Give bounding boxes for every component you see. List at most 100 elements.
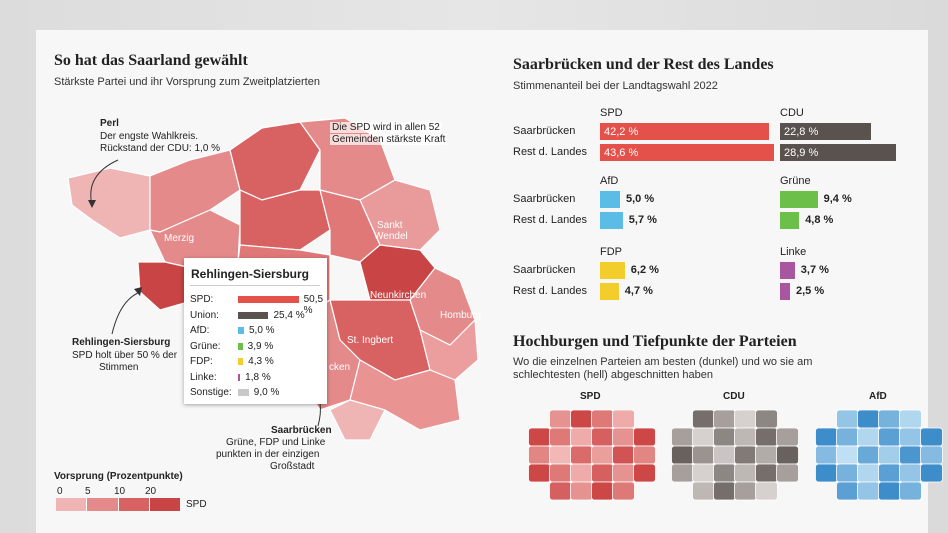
tooltip-row-value: 9,0 %: [253, 387, 280, 398]
mini-map-region: [899, 427, 922, 447]
mini-map-region: [755, 445, 778, 465]
category-label: Saarbrücken: [513, 264, 576, 276]
mini-map-region: [633, 445, 656, 465]
tooltip-row-label: Linke:: [190, 371, 217, 383]
mini-map-region: [570, 409, 593, 429]
mini-map-region: [920, 445, 943, 465]
tooltip-row-label: Sonstige:: [190, 387, 232, 398]
tooltip-row-value: 50,5 %: [303, 294, 324, 316]
perl-arrowhead: [88, 200, 96, 208]
left-subtitle: Stärkste Partei und ihr Vorsprung zum Zw…: [54, 76, 320, 88]
tooltip-bar: [238, 342, 243, 350]
category-label: Rest d. Landes: [513, 146, 587, 158]
legend-title: Vorsprung (Prozentpunkte): [54, 471, 183, 482]
mini-map-region: [671, 427, 694, 447]
mini-map-region: [734, 409, 757, 429]
mini-map-region: [734, 481, 757, 501]
bar-value-label: 2,5 %: [796, 285, 825, 297]
tooltip-row-label: FDP:: [190, 356, 213, 367]
bar-value-label: 6,2 %: [630, 264, 659, 276]
category-label: Saarbrücken: [513, 193, 576, 205]
mini-map-region: [612, 445, 635, 465]
mini-map-region: [692, 445, 715, 465]
legend-scale: [56, 498, 180, 511]
mini-map-region: [549, 427, 572, 447]
bar: [600, 123, 769, 140]
mini-map-region: [591, 481, 614, 501]
legend-party: SPD: [186, 499, 207, 510]
tooltip-bar: [238, 373, 241, 381]
bar-value-label: 4,7 %: [624, 285, 653, 297]
mini-map-region: [528, 463, 551, 483]
bar: [780, 283, 790, 300]
mini-map-region: [692, 427, 715, 447]
tooltip-bar: [238, 358, 244, 365]
mini-map-region: [815, 463, 838, 483]
mini-map-region: [734, 427, 757, 447]
mini-map-region: [713, 463, 736, 483]
tooltip-row-label: AfD:: [190, 325, 210, 336]
mini-map-region: [570, 481, 593, 501]
mini-map-spd: [528, 409, 656, 501]
mini-map-afd: [815, 409, 943, 501]
mini-map-region: [713, 481, 736, 501]
category-label: Saarbrücken: [513, 125, 576, 137]
mini-map-region: [776, 427, 799, 447]
mini-map-spd-title: SPD: [580, 391, 601, 402]
label-neunkirchen: Neunkirchen: [370, 290, 427, 301]
bar-value-label: 3,7 %: [800, 264, 829, 276]
tooltip-bar: [238, 389, 249, 396]
tooltip-bar: [238, 311, 269, 319]
bar-value-label: 22,8 %: [784, 126, 819, 138]
callout-spd-line2: Gemeinden stärkste Kraft: [330, 134, 448, 145]
callout-rehlingen-title: Rehlingen-Siersburg: [72, 337, 171, 348]
tooltip-row-label: SPD:: [190, 294, 214, 305]
tooltip-row-label: Grüne:: [190, 340, 221, 352]
bar-value-label: 28,9 %: [784, 147, 819, 159]
rehlingen-arrow: [111, 291, 141, 335]
mini-map-region: [528, 427, 551, 447]
mini-map-region: [878, 481, 901, 501]
callout-rehlingen-line1: SPD holt über 50 % der: [72, 350, 178, 361]
right-subtitle: Stimmenanteil bei der Landtagswahl 2022: [513, 80, 718, 92]
mini-map-cdu: [671, 409, 799, 501]
bar-value-label: 9,4 %: [823, 193, 852, 205]
series-label: SPD: [600, 107, 623, 119]
mini-map-region: [857, 409, 880, 429]
mini-map-region: [612, 481, 635, 501]
bar: [780, 262, 795, 279]
legend-tick-0: 0: [57, 486, 63, 497]
legend-swatch-3: [118, 498, 150, 511]
legend-tick-10: 10: [114, 486, 126, 497]
tooltip-title: Rehlingen-Siersburg: [191, 267, 310, 281]
tooltip-bar: [238, 296, 299, 303]
bar: [600, 191, 620, 208]
right-title: Saarbrücken und der Rest des Landes: [513, 56, 774, 73]
bar-value-label: 4,8 %: [805, 214, 834, 226]
mini-map-region: [591, 463, 614, 483]
series-label: CDU: [780, 107, 804, 119]
bar: [780, 123, 872, 140]
mini-map-region: [692, 463, 715, 483]
bar: [600, 283, 619, 300]
mini-map-region: [570, 445, 593, 465]
mini-map-region: [899, 463, 922, 483]
mini-map-region: [899, 409, 922, 429]
left-title: So hat das Saarland gewählt: [54, 52, 248, 69]
mini-map-region: [776, 463, 799, 483]
mini-map-cdu-title: CDU: [723, 391, 745, 402]
bar: [780, 144, 896, 161]
series-label: AfD: [600, 175, 619, 187]
mini-map-region: [528, 445, 551, 465]
category-label: Rest d. Landes: [513, 214, 587, 226]
region-perl: [67, 167, 151, 239]
mini-map-region: [570, 463, 593, 483]
series-label: Grüne: [780, 175, 811, 187]
tooltip-bar: [238, 327, 244, 334]
mini-map-region: [815, 445, 838, 465]
category-label: Rest d. Landes: [513, 285, 587, 297]
mini-map-region: [857, 427, 880, 447]
bar: [600, 212, 623, 229]
label-homburg: Homburg: [440, 310, 482, 321]
